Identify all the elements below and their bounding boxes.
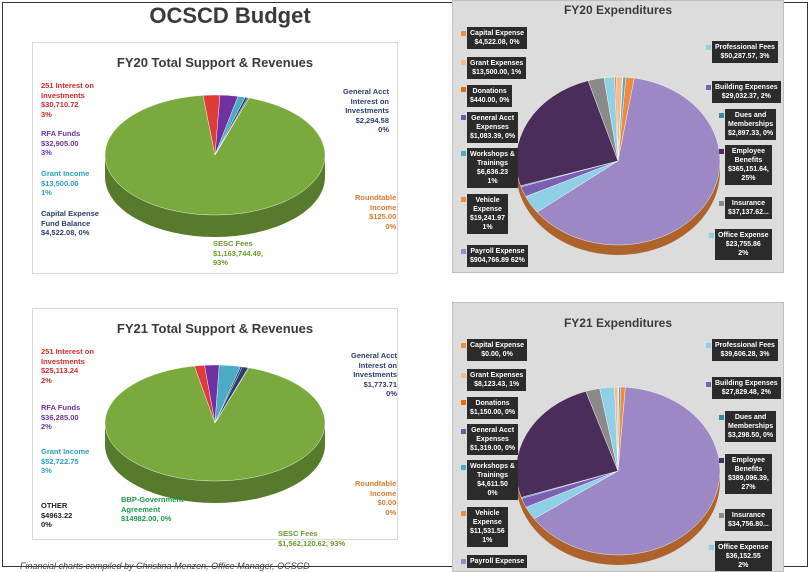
callout-building-expenses: Building Expenses $27,829.48, 2% — [712, 377, 781, 399]
chart-fy20-expenditures: FY20 Expenditures Capital Expense $4,522… — [452, 0, 784, 273]
callout-employee-benefits: Employee Benefits $365,151.64, 25% — [725, 145, 772, 185]
label-capital-expense: Capital Expense Fund Balance $4,522.08, … — [41, 209, 99, 238]
label-sesc-fees: SESC Fees $1,163,744.49, 93% — [213, 239, 263, 268]
pie-svg — [33, 309, 397, 539]
callout-payroll: Payroll Expense $904,766.89 62% — [467, 245, 528, 267]
legend-swatch — [461, 429, 466, 434]
callout-capital-expense: Capital Expense $0.00, 0% — [467, 339, 527, 361]
callout-capital-expense: Capital Expense $4,522.08, 0% — [467, 27, 527, 49]
label-bbp: BBP-Government Agreement $14982.00, 0% — [121, 495, 184, 524]
callout-professional-fees: Professional Fees $50,287.57, 3% — [712, 41, 778, 63]
callout-grant-expenses: Grant Expenses $13,500.00, 1% — [467, 57, 526, 79]
label-other: OTHER $4963.22 0% — [41, 501, 72, 530]
legend-swatch — [461, 151, 466, 156]
legend-swatch — [461, 249, 466, 254]
legend-swatch — [719, 113, 724, 118]
legend-swatch — [461, 343, 466, 348]
legend-swatch — [461, 60, 466, 65]
callout-dues: Dues and Memberships $3,298.50, 0% — [725, 411, 776, 442]
legend-swatch — [461, 87, 466, 92]
callout-workshops: Workshops & Trainings $4,611.50 0% — [467, 460, 518, 500]
callout-insurance: Insurance $37,137.62... — [725, 197, 772, 219]
callout-grant-expenses: Grant Expenses $8,123.43, 1% — [467, 369, 526, 391]
legend-swatch — [461, 400, 466, 405]
legend-swatch — [461, 511, 466, 516]
legend-swatch — [706, 85, 711, 90]
callout-donations: Donations $1,150.00, 0% — [467, 397, 518, 419]
label-grant-income: Grant Income $52,722.75 3% — [41, 447, 89, 476]
page-title: OCSCD Budget — [100, 3, 360, 29]
label-roundtable: Roundtable Income $0.00 0% — [355, 479, 396, 517]
callout-office-expense: Office Expense $36,152.55 2% — [715, 541, 772, 572]
legend-swatch — [709, 545, 714, 550]
label-sesc-fees: SESC Fees $1,562,120.62, 93% — [278, 529, 345, 548]
chart-fy21-expenditures: FY21 Expenditures Capital Expense $0.00,… — [452, 302, 784, 572]
label-general-acct: General Acct Interest on Investments $2,… — [343, 87, 389, 135]
callout-dues: Dues and Memberships $2,897.33, 0% — [725, 109, 776, 140]
label-rfa-funds: RFA Funds $36,285.00 2% — [41, 403, 80, 432]
chart-fy20-revenues: FY20 Total Support & Revenues 251 Intere… — [32, 42, 398, 274]
label-rfa-funds: RFA Funds $32,905.00 3% — [41, 129, 80, 158]
legend-swatch — [719, 149, 724, 154]
legend-swatch — [719, 458, 724, 463]
chart-fy21-revenues: FY21 Total Support & Revenues 251 Intere… — [32, 308, 398, 540]
legend-swatch — [706, 45, 711, 50]
callout-general-acct-expenses: General Acct Expenses $1,319.00, 0% — [467, 424, 518, 455]
callout-vehicle: Vehicle Expense $19,241.97 1% — [467, 194, 508, 234]
label-grant-income: Grant Income $13,500.00 1% — [41, 169, 89, 198]
label-251-interest: 251 Interest on Investments $25,113.24 2… — [41, 347, 94, 385]
callout-office-expense: Office Expense $23,755.86 2% — [715, 229, 772, 260]
legend-swatch — [461, 31, 466, 36]
legend-swatch — [461, 373, 466, 378]
legend-swatch — [719, 201, 724, 206]
callout-general-acct-expenses: General Acct Expenses $1,083.39, 0% — [467, 112, 518, 143]
legend-swatch — [719, 513, 724, 518]
callout-employee-benefits: Employee Benefits $389,096.39, 27% — [725, 454, 772, 494]
legend-swatch — [461, 197, 466, 202]
legend-swatch — [719, 415, 724, 420]
legend-swatch — [461, 559, 466, 564]
callout-vehicle: Vehicle Expense $11,531.56 1% — [467, 507, 508, 547]
legend-swatch — [709, 233, 714, 238]
label-251-interest: 251 Interest on Investments $30,710.72 3… — [41, 81, 94, 119]
callout-insurance: Insurance $34,756.80... — [725, 509, 772, 531]
legend-swatch — [706, 343, 711, 348]
legend-swatch — [706, 382, 711, 387]
callout-donations: Donations $440.00, 0% — [467, 85, 512, 107]
callout-building-expenses: Building Expenses $29,032.37, 2% — [712, 81, 781, 103]
callout-workshops: Workshops & Trainings $6,636.23 1% — [467, 148, 518, 188]
label-roundtable: Roundtable Income $125.00 0% — [355, 193, 396, 231]
callout-professional-fees: Professional Fees $39,606.28, 3% — [712, 339, 778, 361]
callout-payroll: Payroll Expense — [467, 555, 527, 568]
legend-swatch — [461, 465, 466, 470]
label-general-acct: General Acct Interest on Investments $1,… — [351, 351, 397, 399]
legend-swatch — [461, 115, 466, 120]
